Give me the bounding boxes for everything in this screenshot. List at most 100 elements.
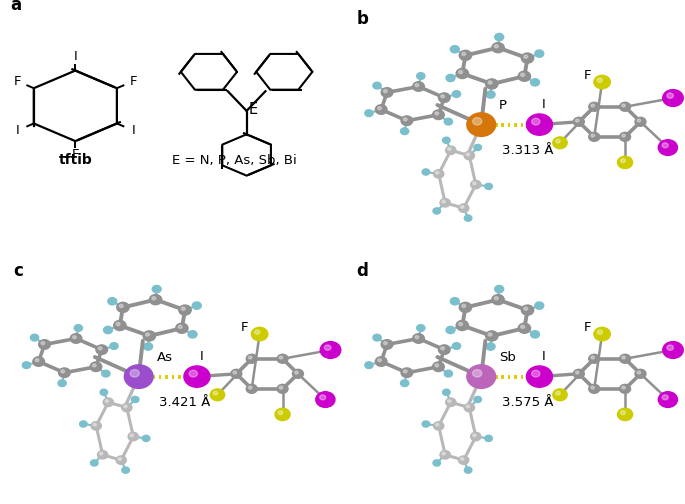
Circle shape xyxy=(635,369,646,379)
Circle shape xyxy=(466,365,495,389)
Text: 3.421 Å: 3.421 Å xyxy=(159,396,210,409)
Circle shape xyxy=(436,171,439,174)
Circle shape xyxy=(403,118,407,121)
Circle shape xyxy=(488,333,492,336)
Circle shape xyxy=(519,323,531,333)
Circle shape xyxy=(458,456,469,464)
Circle shape xyxy=(438,93,450,102)
Circle shape xyxy=(415,84,419,87)
Circle shape xyxy=(474,144,482,151)
Circle shape xyxy=(619,354,630,363)
Circle shape xyxy=(433,460,440,466)
Circle shape xyxy=(459,50,471,60)
Circle shape xyxy=(122,467,129,473)
Circle shape xyxy=(573,117,584,127)
Circle shape xyxy=(588,102,600,111)
Circle shape xyxy=(365,110,373,116)
Circle shape xyxy=(464,215,472,221)
Circle shape xyxy=(667,93,673,98)
Circle shape xyxy=(110,343,118,349)
Circle shape xyxy=(662,395,669,400)
Circle shape xyxy=(213,391,218,395)
Circle shape xyxy=(90,460,98,466)
Circle shape xyxy=(320,395,326,400)
Circle shape xyxy=(526,366,552,387)
Circle shape xyxy=(381,340,393,349)
Text: I: I xyxy=(73,50,77,63)
Circle shape xyxy=(433,208,440,214)
Circle shape xyxy=(495,45,498,48)
Circle shape xyxy=(474,396,482,403)
Circle shape xyxy=(473,369,482,377)
Circle shape xyxy=(575,371,579,374)
Circle shape xyxy=(146,333,149,336)
Circle shape xyxy=(637,371,640,374)
Circle shape xyxy=(440,95,445,98)
Circle shape xyxy=(413,82,425,91)
Circle shape xyxy=(149,295,162,305)
Circle shape xyxy=(462,304,466,307)
Text: I: I xyxy=(543,350,546,363)
Text: F: F xyxy=(129,75,137,88)
Circle shape xyxy=(464,151,475,160)
Circle shape xyxy=(622,104,625,107)
Circle shape xyxy=(492,295,504,305)
Circle shape xyxy=(492,43,504,53)
Circle shape xyxy=(462,52,466,55)
Text: I: I xyxy=(543,98,546,111)
Circle shape xyxy=(143,331,155,341)
Text: 3.575 Å: 3.575 Å xyxy=(501,396,553,409)
Circle shape xyxy=(97,451,108,459)
Circle shape xyxy=(433,110,445,119)
Circle shape xyxy=(464,467,472,473)
Circle shape xyxy=(597,78,602,82)
Circle shape xyxy=(251,327,268,341)
Text: c: c xyxy=(14,262,23,280)
Circle shape xyxy=(622,386,625,389)
Text: F: F xyxy=(241,321,248,334)
Circle shape xyxy=(435,112,438,115)
Circle shape xyxy=(471,432,481,441)
Circle shape xyxy=(446,75,455,82)
Circle shape xyxy=(103,327,112,334)
Text: Sb: Sb xyxy=(499,351,516,364)
Circle shape xyxy=(619,133,630,141)
Circle shape xyxy=(295,371,298,374)
Circle shape xyxy=(473,117,482,125)
Circle shape xyxy=(96,345,108,354)
Circle shape xyxy=(553,389,567,401)
Circle shape xyxy=(458,204,469,212)
Circle shape xyxy=(375,357,387,366)
Circle shape xyxy=(440,347,445,350)
Circle shape xyxy=(621,159,625,163)
Circle shape xyxy=(495,285,503,293)
Circle shape xyxy=(460,206,464,208)
Circle shape xyxy=(446,146,456,154)
Circle shape xyxy=(377,107,382,110)
Circle shape xyxy=(116,323,120,326)
Circle shape xyxy=(122,403,132,412)
Circle shape xyxy=(233,371,236,374)
Circle shape xyxy=(142,435,150,442)
Circle shape xyxy=(434,170,444,178)
Circle shape xyxy=(71,334,82,343)
Circle shape xyxy=(532,118,540,125)
Circle shape xyxy=(73,336,76,339)
Text: b: b xyxy=(356,10,368,28)
Circle shape xyxy=(556,139,560,143)
Circle shape xyxy=(275,408,290,420)
Circle shape xyxy=(440,451,450,459)
Circle shape xyxy=(114,321,126,331)
Circle shape xyxy=(188,331,197,338)
Circle shape xyxy=(466,113,495,137)
Circle shape xyxy=(128,432,138,441)
Circle shape xyxy=(231,369,242,379)
Circle shape xyxy=(100,389,108,395)
Circle shape xyxy=(152,297,155,300)
Circle shape xyxy=(556,391,560,395)
Circle shape xyxy=(486,343,495,350)
Text: F: F xyxy=(584,69,590,82)
Circle shape xyxy=(23,362,31,368)
Text: I: I xyxy=(16,124,19,137)
Circle shape xyxy=(450,298,459,305)
